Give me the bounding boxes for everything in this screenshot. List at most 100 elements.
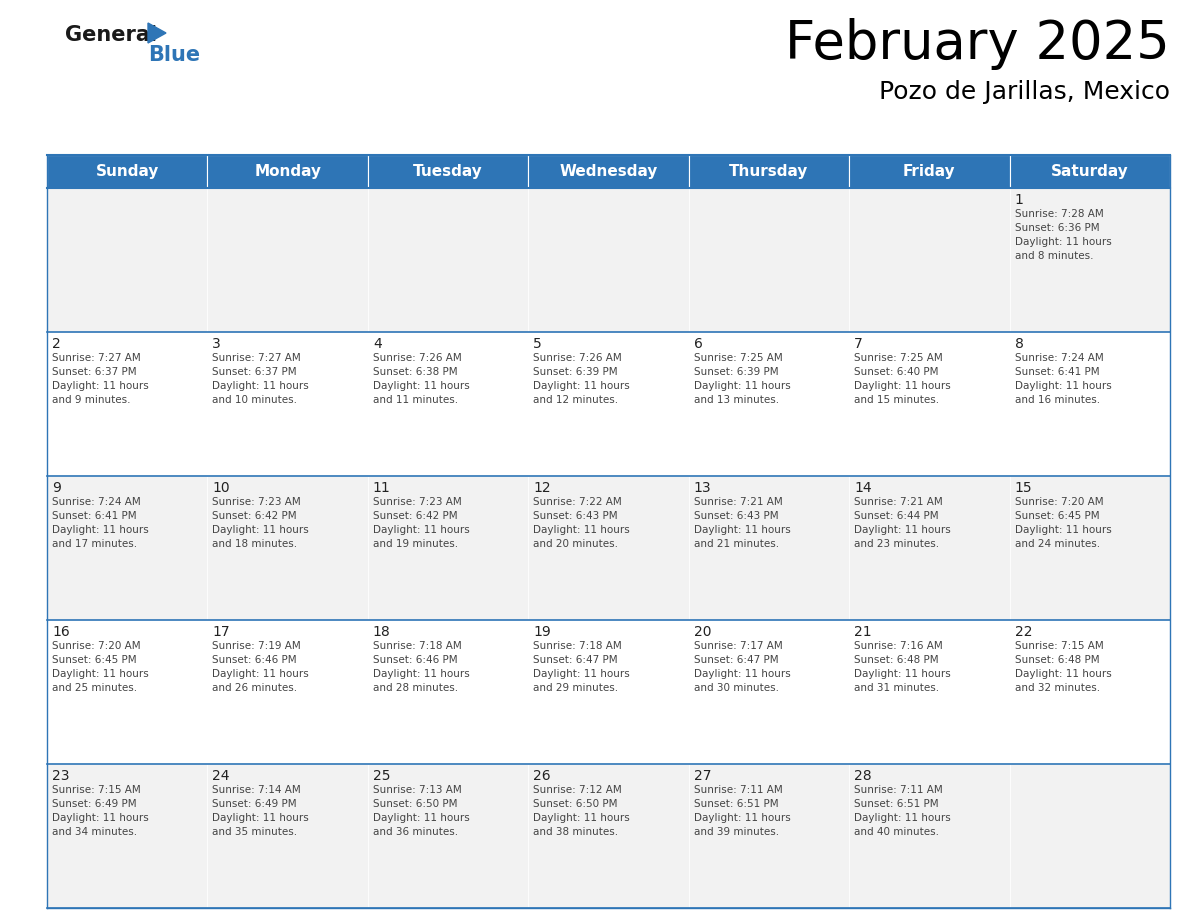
Bar [1010,332,1170,476]
Bar [208,764,368,908]
Text: 17: 17 [213,625,230,639]
Text: 22: 22 [1015,625,1032,639]
Text: Daylight: 11 hours: Daylight: 11 hours [694,525,790,535]
Text: Daylight: 11 hours: Daylight: 11 hours [1015,525,1111,535]
Text: and 23 minutes.: and 23 minutes. [854,539,940,549]
Text: Daylight: 11 hours: Daylight: 11 hours [1015,669,1111,679]
Text: Blue: Blue [148,45,200,65]
Text: and 28 minutes.: and 28 minutes. [373,683,459,693]
Text: and 29 minutes.: and 29 minutes. [533,683,619,693]
Text: Sunset: 6:48 PM: Sunset: 6:48 PM [1015,655,1099,665]
Text: and 21 minutes.: and 21 minutes. [694,539,779,549]
Text: February 2025: February 2025 [785,18,1170,70]
Text: and 38 minutes.: and 38 minutes. [533,827,619,837]
Text: and 30 minutes.: and 30 minutes. [694,683,778,693]
Text: Sunset: 6:46 PM: Sunset: 6:46 PM [373,655,457,665]
Text: Daylight: 11 hours: Daylight: 11 hours [1015,381,1111,391]
Text: Daylight: 11 hours: Daylight: 11 hours [52,813,148,823]
Text: Sunset: 6:41 PM: Sunset: 6:41 PM [1015,367,1099,377]
Text: Sunset: 6:40 PM: Sunset: 6:40 PM [854,367,939,377]
Bar [48,620,208,764]
Bar [689,764,849,908]
Bar [1010,476,1170,620]
Text: and 39 minutes.: and 39 minutes. [694,827,779,837]
Bar [368,764,529,908]
Text: 13: 13 [694,481,712,495]
Text: Sunrise: 7:18 AM: Sunrise: 7:18 AM [373,641,462,651]
Bar [529,764,689,908]
Text: Sunrise: 7:27 AM: Sunrise: 7:27 AM [52,353,140,363]
Text: Sunset: 6:48 PM: Sunset: 6:48 PM [854,655,939,665]
Text: and 32 minutes.: and 32 minutes. [1015,683,1100,693]
Text: Sunrise: 7:18 AM: Sunrise: 7:18 AM [533,641,623,651]
Text: and 16 minutes.: and 16 minutes. [1015,395,1100,405]
Text: 25: 25 [373,769,391,783]
Bar [689,155,849,188]
Text: 14: 14 [854,481,872,495]
Bar [368,332,529,476]
Text: 23: 23 [52,769,70,783]
Text: Sunrise: 7:20 AM: Sunrise: 7:20 AM [52,641,140,651]
Bar [368,188,529,332]
Text: and 11 minutes.: and 11 minutes. [373,395,459,405]
Text: 16: 16 [52,625,70,639]
Text: and 17 minutes.: and 17 minutes. [52,539,137,549]
Text: 24: 24 [213,769,230,783]
Bar [689,476,849,620]
Text: Daylight: 11 hours: Daylight: 11 hours [533,381,630,391]
Text: Daylight: 11 hours: Daylight: 11 hours [854,813,950,823]
Text: 5: 5 [533,337,542,351]
Text: 7: 7 [854,337,862,351]
Text: and 10 minutes.: and 10 minutes. [213,395,297,405]
Text: 8: 8 [1015,337,1023,351]
Text: Sunset: 6:42 PM: Sunset: 6:42 PM [373,511,457,521]
Text: Sunset: 6:43 PM: Sunset: 6:43 PM [533,511,618,521]
Bar [529,188,689,332]
Bar [689,332,849,476]
Text: and 19 minutes.: and 19 minutes. [373,539,459,549]
Text: and 15 minutes.: and 15 minutes. [854,395,940,405]
Text: Sunrise: 7:11 AM: Sunrise: 7:11 AM [854,785,943,795]
Text: Sunrise: 7:19 AM: Sunrise: 7:19 AM [213,641,302,651]
Text: and 24 minutes.: and 24 minutes. [1015,539,1100,549]
Text: Daylight: 11 hours: Daylight: 11 hours [373,669,469,679]
Text: Sunrise: 7:21 AM: Sunrise: 7:21 AM [694,497,783,507]
Text: and 13 minutes.: and 13 minutes. [694,395,779,405]
Text: 27: 27 [694,769,712,783]
Text: Daylight: 11 hours: Daylight: 11 hours [533,813,630,823]
Text: Sunrise: 7:24 AM: Sunrise: 7:24 AM [1015,353,1104,363]
Text: and 34 minutes.: and 34 minutes. [52,827,137,837]
Text: Sunrise: 7:24 AM: Sunrise: 7:24 AM [52,497,140,507]
Text: 9: 9 [52,481,61,495]
Text: and 9 minutes.: and 9 minutes. [52,395,131,405]
Text: Daylight: 11 hours: Daylight: 11 hours [373,813,469,823]
Text: and 25 minutes.: and 25 minutes. [52,683,137,693]
Text: Saturday: Saturday [1051,164,1129,179]
Text: Sunrise: 7:15 AM: Sunrise: 7:15 AM [52,785,140,795]
Bar [368,476,529,620]
Text: 4: 4 [373,337,381,351]
Text: and 40 minutes.: and 40 minutes. [854,827,940,837]
Bar [689,188,849,332]
Text: 2: 2 [52,337,61,351]
Text: 3: 3 [213,337,221,351]
Text: Sunrise: 7:26 AM: Sunrise: 7:26 AM [533,353,623,363]
Bar [48,188,208,332]
Bar [529,332,689,476]
Text: 1: 1 [1015,193,1023,207]
Text: Sunrise: 7:15 AM: Sunrise: 7:15 AM [1015,641,1104,651]
Text: Sunrise: 7:11 AM: Sunrise: 7:11 AM [694,785,783,795]
Text: and 35 minutes.: and 35 minutes. [213,827,297,837]
Bar [689,620,849,764]
Text: Daylight: 11 hours: Daylight: 11 hours [533,525,630,535]
Text: Sunset: 6:46 PM: Sunset: 6:46 PM [213,655,297,665]
Text: Sunset: 6:51 PM: Sunset: 6:51 PM [854,799,939,809]
Bar [208,188,368,332]
Text: Sunset: 6:39 PM: Sunset: 6:39 PM [533,367,618,377]
Text: and 26 minutes.: and 26 minutes. [213,683,297,693]
Text: Sunrise: 7:22 AM: Sunrise: 7:22 AM [533,497,623,507]
Text: Sunset: 6:51 PM: Sunset: 6:51 PM [694,799,778,809]
Text: and 12 minutes.: and 12 minutes. [533,395,619,405]
Bar [368,620,529,764]
Text: Sunset: 6:50 PM: Sunset: 6:50 PM [373,799,457,809]
